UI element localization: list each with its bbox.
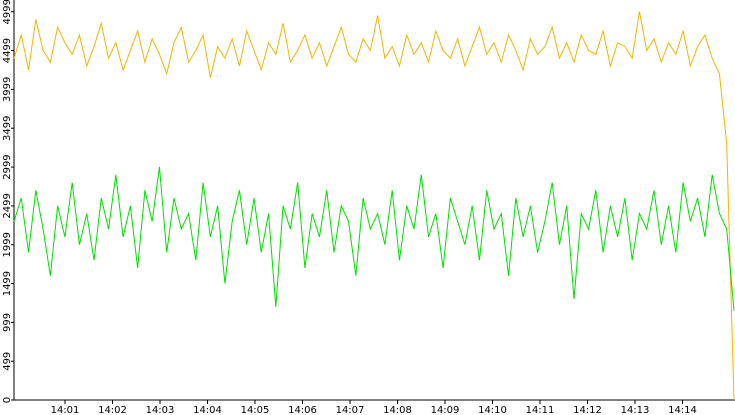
x-tick-label: 14:03 — [146, 405, 175, 415]
x-tick-label: 14:06 — [288, 405, 317, 415]
x-tick-label: 14:05 — [241, 405, 270, 415]
x-tick-label: 14:04 — [193, 405, 222, 415]
y-tick-label: 499 — [2, 352, 13, 371]
y-tick-label: 999 — [2, 313, 13, 332]
x-tick-label: 14:11 — [526, 405, 555, 415]
y-tick-label: 1499 — [2, 271, 13, 296]
y-tick-label: 2499 — [2, 193, 13, 218]
y-tick-label: 3999 — [2, 77, 13, 102]
x-tick-label: 14:09 — [431, 405, 460, 415]
x-tick-label: 14:13 — [621, 405, 650, 415]
series-line — [13, 11, 735, 401]
x-tick-label: 14:02 — [98, 405, 127, 415]
y-tick-label: 0 — [2, 397, 13, 403]
series-line — [13, 166, 735, 311]
y-tick-label: 4499 — [2, 38, 13, 63]
x-tick-label: 14:12 — [573, 405, 602, 415]
x-tick-label: 14:08 — [383, 405, 412, 415]
y-tick-label: 3499 — [2, 116, 13, 141]
x-tick-label: 14:14 — [668, 405, 697, 415]
y-tick-label: 1999 — [2, 232, 13, 257]
x-tick-label: 14:07 — [336, 405, 365, 415]
y-tick-label: 2999 — [2, 154, 13, 179]
y-tick-label: 4999 — [2, 0, 13, 24]
x-tick-label: 14:10 — [478, 405, 507, 415]
x-tick-label: 14:01 — [51, 405, 80, 415]
